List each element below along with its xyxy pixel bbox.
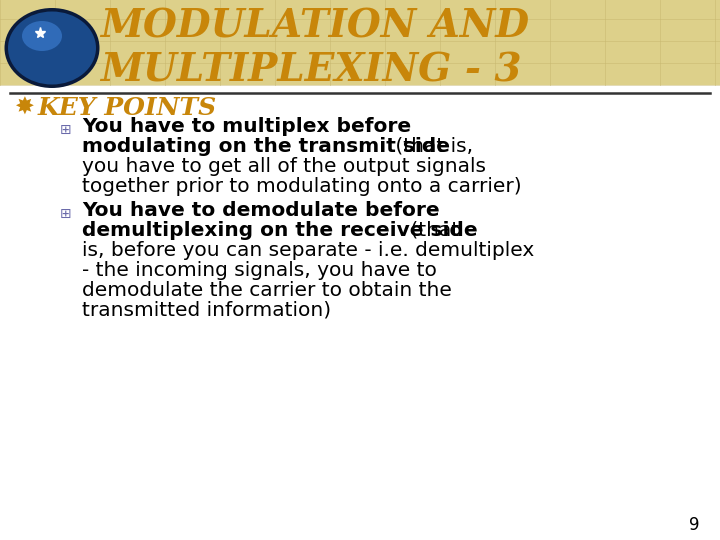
Text: demodulate the carrier to obtain the: demodulate the carrier to obtain the bbox=[82, 280, 452, 300]
Ellipse shape bbox=[4, 8, 99, 88]
Bar bbox=[0, 0, 720, 85]
Text: You have to multiplex before: You have to multiplex before bbox=[82, 117, 411, 136]
Text: - the incoming signals, you have to: - the incoming signals, you have to bbox=[82, 260, 437, 280]
Text: (that: (that bbox=[404, 220, 459, 240]
Text: you have to get all of the output signals: you have to get all of the output signal… bbox=[82, 157, 486, 176]
Text: 9: 9 bbox=[690, 516, 700, 534]
Text: MULTIPLEXING - 3: MULTIPLEXING - 3 bbox=[100, 51, 521, 89]
Ellipse shape bbox=[22, 21, 62, 51]
Text: ⊞: ⊞ bbox=[60, 123, 71, 137]
Text: together prior to modulating onto a carrier): together prior to modulating onto a carr… bbox=[82, 177, 521, 195]
Text: KEY POINTS: KEY POINTS bbox=[38, 96, 217, 120]
Text: ✸: ✸ bbox=[14, 96, 34, 120]
Text: ⊞: ⊞ bbox=[60, 207, 71, 221]
Text: (that is,: (that is, bbox=[389, 137, 473, 156]
Ellipse shape bbox=[8, 11, 96, 84]
Text: demultiplexing on the receive side: demultiplexing on the receive side bbox=[82, 220, 477, 240]
Text: You have to demodulate before: You have to demodulate before bbox=[82, 200, 440, 219]
Text: transmitted information): transmitted information) bbox=[82, 300, 331, 320]
Text: modulating on the transmit side: modulating on the transmit side bbox=[82, 137, 450, 156]
Text: MODULATION AND: MODULATION AND bbox=[100, 8, 529, 46]
Text: is, before you can separate - i.e. demultiplex: is, before you can separate - i.e. demul… bbox=[82, 240, 534, 260]
